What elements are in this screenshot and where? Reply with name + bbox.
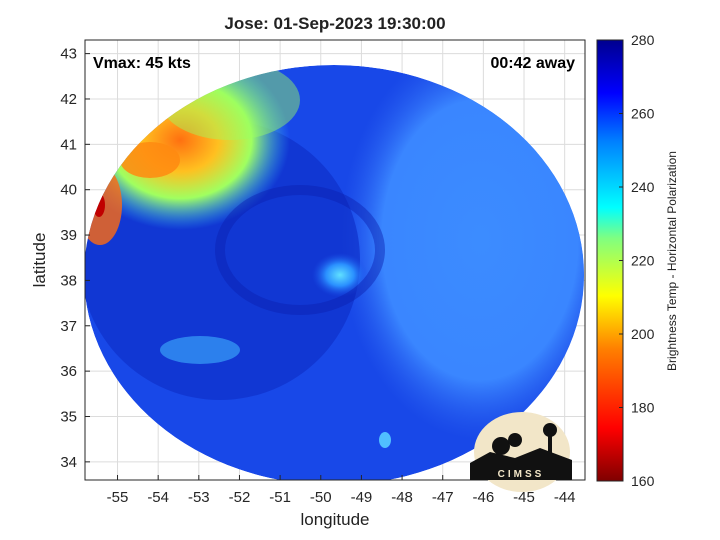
chart-title: Jose: 01-Sep-2023 19:30:00 [224, 14, 446, 33]
y-tick-label: 39 [60, 227, 77, 244]
colorbar-tick-label: 240 [631, 179, 655, 195]
colorbar-tick-label: 200 [631, 326, 655, 342]
cimss-logo: CIMSS [470, 412, 572, 492]
y-tick-label: 40 [60, 182, 77, 199]
x-tick-label: -51 [269, 489, 291, 506]
colorbar-tick-label: 160 [631, 473, 655, 489]
y-tick-label: 43 [60, 46, 77, 63]
tower-icon [548, 430, 552, 460]
spiral-band [215, 185, 385, 315]
radar-dish-icon [492, 437, 510, 455]
x-tick-label: -52 [229, 489, 251, 506]
x-tick-label: -50 [310, 489, 332, 506]
x-tick-label: -49 [351, 489, 373, 506]
colorbar-ticks: 280 260 240 220 200 180 160 [619, 32, 655, 489]
swath-warm-patch [120, 142, 180, 178]
x-axis-label: longitude [300, 510, 370, 529]
cell-south [379, 432, 391, 448]
water-tower-icon [543, 423, 557, 437]
y-tick-label: 34 [60, 454, 77, 471]
x-tick-label: -44 [554, 489, 576, 506]
x-tick-label: -47 [432, 489, 454, 506]
y-tick-label: 36 [60, 363, 77, 380]
y-tick-label: 42 [60, 91, 77, 108]
logo-text: CIMSS [498, 469, 545, 480]
y-tick-label: 35 [60, 408, 77, 425]
colorbar-tick-label: 260 [631, 106, 655, 122]
colorbar-tick-label: 220 [631, 253, 655, 269]
band-southwest [160, 336, 240, 364]
y-axis-label: latitude [30, 232, 49, 288]
x-tick-label: -54 [147, 489, 169, 506]
x-tick-label: -55 [107, 489, 129, 506]
x-tick-label: -48 [391, 489, 413, 506]
colorbar-label: Brightness Temp - Horizontal Polarizatio… [665, 151, 679, 371]
x-ticks: -55 -54 -53 -52 -51 -50 -49 -48 -47 -46 -45 -44 [107, 475, 576, 506]
radar-dish-icon [508, 433, 522, 447]
y-ticks: 43 42 41 40 39 38 37 36 35 34 [60, 46, 90, 471]
time-away-annotation: 00:42 away [490, 55, 575, 72]
colorbar [596, 39, 624, 482]
y-tick-label: 37 [60, 318, 77, 335]
x-tick-label: -45 [513, 489, 535, 506]
x-tick-label: -53 [188, 489, 210, 506]
y-tick-label: 41 [60, 136, 77, 153]
y-tick-label: 38 [60, 272, 77, 289]
storm-eye [312, 253, 368, 297]
colorbar-tick-label: 280 [631, 32, 655, 48]
colorbar-tick-label: 180 [631, 400, 655, 416]
vmax-annotation: Vmax: 45 kts [93, 55, 191, 72]
x-tick-label: -46 [473, 489, 495, 506]
